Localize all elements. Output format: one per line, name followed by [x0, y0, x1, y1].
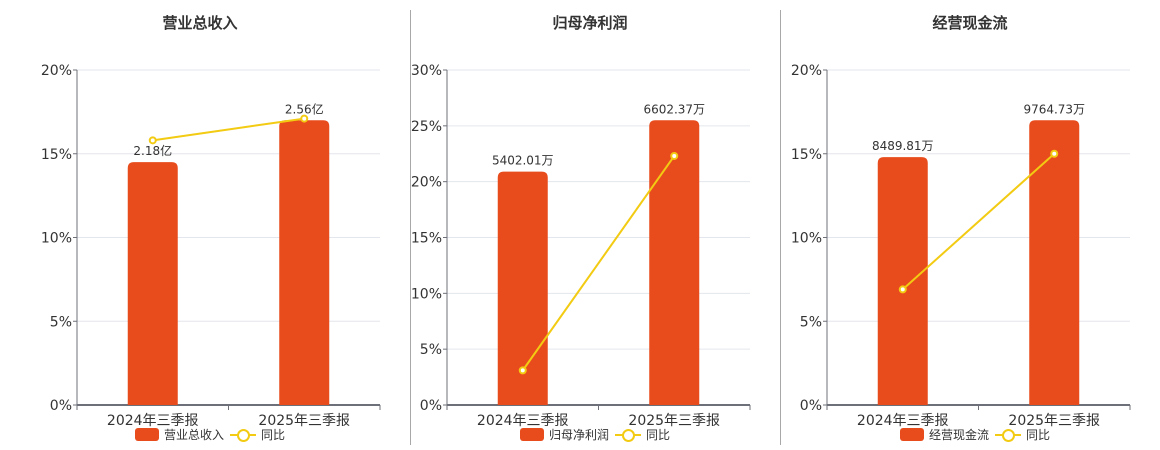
legend-item-line[interactable]: 同比 [995, 426, 1050, 443]
yoy-line [902, 153, 1055, 291]
line-marker-icon [995, 428, 1021, 442]
chart-svg: 0% 5% 10% 15% 20% 2.18亿 2024年三季报 2.56亿 2025年三季报 [41, 63, 381, 429]
x-category-label: 2025年三季报 [628, 413, 720, 429]
panel-divider [410, 10, 411, 445]
yoy-point[interactable] [300, 114, 309, 123]
y-tick-label: 10% [791, 231, 822, 247]
yoy-point[interactable] [1050, 149, 1059, 158]
x-category-label: 2024年三季报 [857, 413, 949, 429]
line-marker-icon [230, 428, 256, 442]
chart-panel-revenue: 营业总收入 0% 5% 10% 15% 20% 2.18亿 2024年三季报 2.56亿 202… [0, 0, 400, 450]
yoy-line [521, 155, 676, 371]
y-tick-label: 15% [411, 231, 442, 247]
bar-swatch-icon [134, 428, 159, 441]
y-tick-label: 0% [50, 398, 72, 414]
chart-svg: 0% 5% 10% 15% 20% 8489.81万 2024年三季报 9764.73万 202… [791, 63, 1131, 429]
y-tick-label: 15% [41, 147, 72, 163]
bar[interactable] [127, 162, 178, 405]
y-tick-label: 20% [41, 63, 72, 79]
yoy-point[interactable] [518, 366, 527, 375]
bar[interactable] [877, 157, 928, 405]
legend-item-line[interactable]: 同比 [230, 426, 285, 443]
chart-legend: 归母净利润 同比 [410, 426, 780, 443]
y-tick-label: 25% [411, 119, 442, 135]
legend-item-bar[interactable]: 经营现金流 [899, 426, 989, 443]
bar-value-label: 2.18亿 [133, 143, 172, 158]
line-marker-icon [615, 428, 641, 442]
bar-swatch-icon [899, 428, 924, 441]
bar[interactable] [279, 120, 330, 405]
y-tick-label: 0% [420, 398, 442, 414]
bar[interactable] [649, 120, 700, 405]
chart-title: 经营现金流 [932, 14, 1008, 32]
chart-title: 归母净利润 [552, 14, 628, 32]
legend-label: 归母净利润 [548, 428, 609, 442]
bar-value-label: 6602.37万 [643, 102, 705, 116]
x-category-label: 2024年三季报 [107, 413, 199, 429]
legend-item-line[interactable]: 同比 [615, 426, 670, 443]
bar-swatch-icon [519, 428, 544, 441]
y-tick-label: 5% [50, 314, 72, 330]
bar-value-label: 2.56亿 [285, 101, 324, 116]
y-tick-label: 0% [800, 398, 822, 414]
bar[interactable] [497, 171, 548, 405]
y-tick-label: 15% [791, 147, 822, 163]
yoy-point[interactable] [898, 285, 907, 294]
legend-label: 同比 [261, 428, 286, 442]
y-tick-label: 10% [41, 231, 72, 247]
legend-label: 同比 [1026, 428, 1051, 442]
bar-value-label: 5402.01万 [492, 154, 554, 168]
yoy-point[interactable] [670, 151, 679, 160]
y-tick-label: 10% [411, 286, 442, 302]
legend-label: 经营现金流 [928, 428, 989, 442]
y-tick-label: 30% [411, 63, 442, 79]
x-category-label: 2025年三季报 [1008, 413, 1100, 429]
y-tick-label: 20% [791, 63, 822, 79]
chart-legend: 经营现金流 同比 [790, 426, 1160, 443]
legend-label: 营业总收入 [163, 428, 224, 442]
legend-item-bar[interactable]: 归母净利润 [519, 426, 609, 443]
chart-svg: 0% 5% 10% 15% 20% 25% 30% 5402.01万 2024年三季报 6602.… [411, 63, 751, 429]
panel-divider [780, 10, 781, 445]
x-category-label: 2025年三季报 [258, 413, 350, 429]
bar-value-label: 9764.73万 [1023, 102, 1085, 116]
chart-title: 营业总收入 [162, 14, 238, 32]
x-category-label: 2024年三季报 [477, 413, 569, 429]
chart-panel-net-profit: 归母净利润 0% 5% 10% 15% 20% 25% 30% 5402.01万 2024年三季… [380, 0, 780, 450]
y-tick-label: 5% [800, 314, 822, 330]
y-tick-label: 20% [411, 175, 442, 191]
bar[interactable] [1029, 120, 1080, 405]
chart-legend: 营业总收入 同比 [20, 426, 400, 443]
yoy-line [152, 117, 305, 142]
legend-item-bar[interactable]: 营业总收入 [134, 426, 224, 443]
y-tick-label: 5% [420, 342, 442, 358]
chart-panel-operating-cash-flow: 经营现金流 0% 5% 10% 15% 20% 8489.81万 2024年三季报 9764.… [760, 0, 1160, 450]
legend-label: 同比 [646, 428, 671, 442]
yoy-point[interactable] [148, 136, 157, 145]
bar-value-label: 8489.81万 [872, 139, 934, 153]
